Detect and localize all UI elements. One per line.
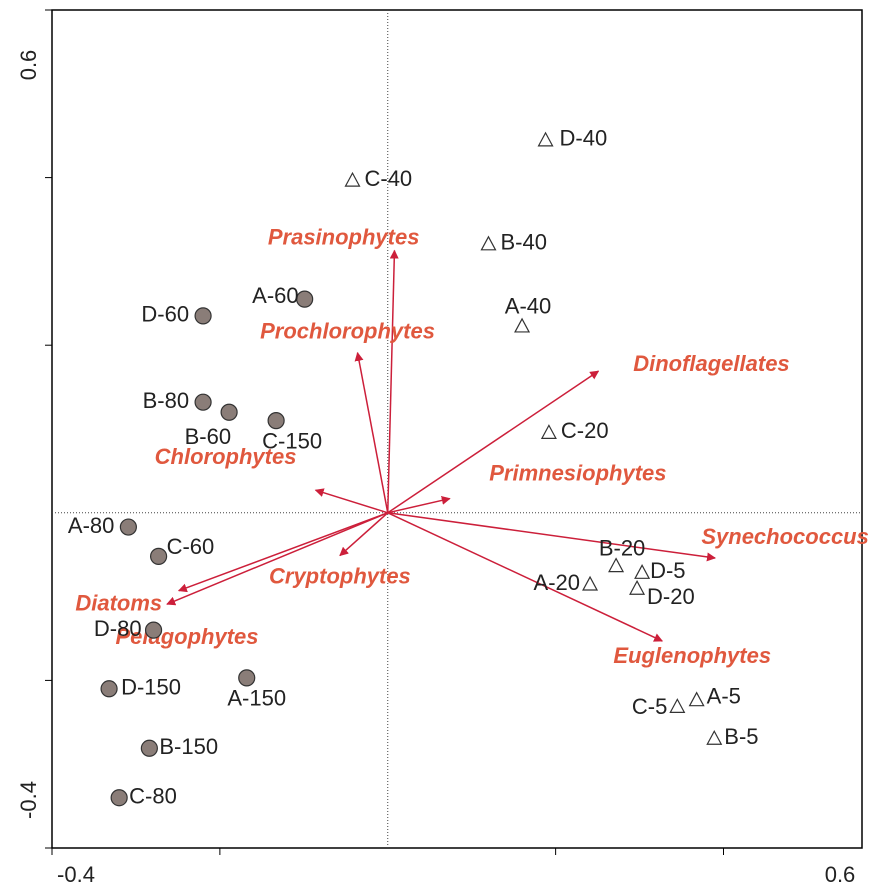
vector-label: Diatoms [75,591,162,616]
loading-arrow [354,351,389,513]
loading-arrow [387,495,451,514]
loading-arrow [177,512,389,593]
point-label: A-150 [227,686,286,711]
point-label: B-40 [500,230,546,255]
site-point [296,290,314,308]
y-tick-label: -0.4 [16,781,41,819]
site-point [144,621,163,639]
point-label: C-5 [632,694,667,719]
point-label: B-150 [159,734,218,759]
point-label: B-20 [599,535,645,560]
x-tick-label: -0.4 [57,862,95,887]
point-label: D-80 [94,616,142,641]
site-point [100,680,118,698]
site-point [238,669,256,687]
site-point [344,171,361,187]
point-label: C-80 [129,784,177,809]
vector-label: Cryptophytes [269,563,411,588]
vector-label: Chlorophytes [155,444,297,469]
vector-label: Primnesiophytes [489,460,666,485]
site-point [688,691,705,707]
site-point [267,412,285,430]
site-point [119,518,137,536]
loading-arrow [339,512,389,557]
site-point [514,317,531,333]
point-label: A-40 [505,294,551,319]
point-label: B-5 [724,724,758,749]
site-point [480,235,497,251]
loading-arrow [166,512,389,606]
vector-label: Prasinophytes [268,224,420,249]
point-label: D-150 [121,675,181,700]
site-point [537,131,554,147]
loading-arrow [387,512,664,642]
site-point [608,557,625,573]
loading-arrow [387,249,399,513]
plot-frame [51,9,863,849]
point-label: C-40 [364,166,412,191]
site-point [669,698,686,713]
y-tick-label: 0.6 [16,50,41,81]
site-point [220,403,238,421]
vector-label: Euglenophytes [613,643,771,668]
vector-label: Prochlorophytes [260,319,435,344]
point-label: D-60 [141,302,189,327]
point-label: D-40 [560,126,608,151]
point-label: A-20 [534,570,580,595]
point-label: A-5 [707,683,741,708]
site-point [582,575,599,591]
site-point [706,729,723,745]
point-label: B-80 [143,388,189,413]
site-point [150,547,168,565]
vector-label: Pelagophytes [115,624,258,649]
point-label: C-60 [167,534,215,559]
point-label: C-150 [262,428,322,453]
site-point [540,424,557,439]
point-label: D-20 [647,584,695,609]
site-point [110,789,128,807]
point-label: A-80 [68,513,114,538]
x-tick-label: 0.6 [825,862,856,887]
point-label: C-20 [561,418,609,443]
vector-label: Synechococcus [701,524,869,549]
point-label: D-5 [650,558,685,583]
loading-arrow [387,512,717,562]
loading-arrow [387,370,600,514]
site-point [629,579,646,595]
point-label: A-60 [252,283,298,308]
point-label: B-60 [185,424,231,449]
loading-arrow [314,488,388,514]
site-point [194,393,212,411]
site-point [140,739,158,757]
site-point [194,307,212,325]
site-point [634,564,651,579]
vector-label: Dinoflagellates [633,351,789,376]
